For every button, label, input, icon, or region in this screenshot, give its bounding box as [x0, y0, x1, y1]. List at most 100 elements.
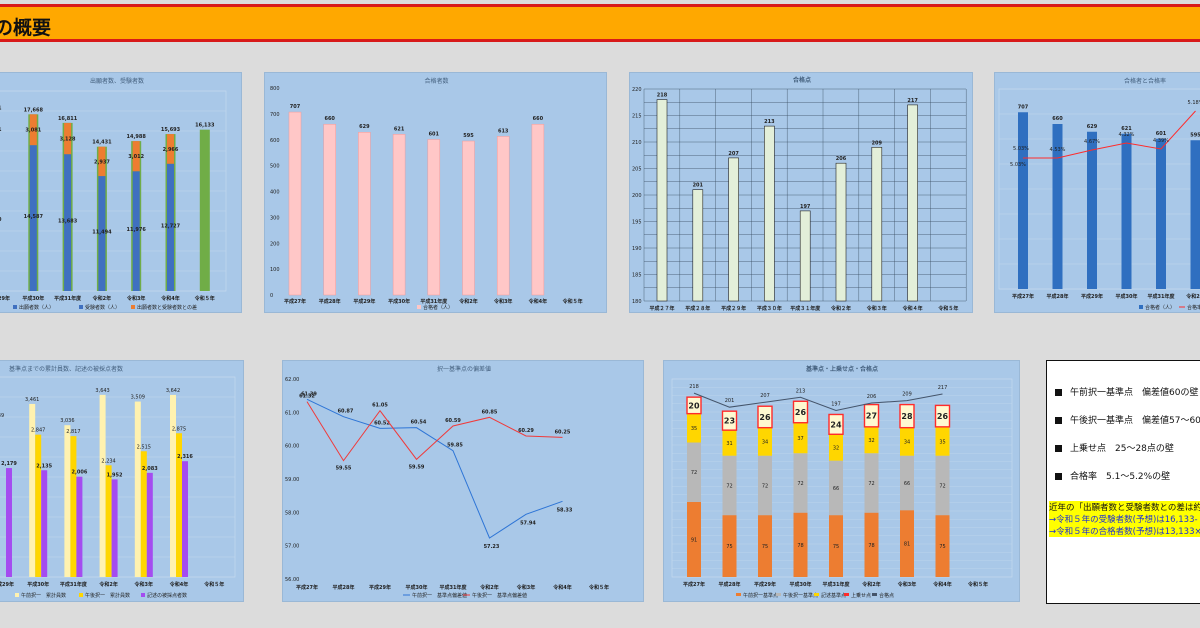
data-label: 59.85 — [447, 443, 463, 449]
bar — [728, 157, 739, 302]
rate-label: 4.67% — [1084, 139, 1100, 145]
bar-label: 851 — [0, 105, 2, 111]
bonus-outline — [721, 410, 738, 431]
bar — [764, 125, 775, 302]
bonus-outline — [686, 396, 702, 415]
stack-segment — [687, 501, 701, 577]
x-tick-label: 平成27年 — [284, 298, 306, 305]
header-banner: の概要 — [0, 4, 1200, 42]
bar-label: 81 — [904, 542, 910, 548]
bar-label: 32 — [868, 438, 874, 444]
bar-label: 1,952 — [107, 472, 123, 478]
bar-examinees — [29, 145, 37, 291]
highlight-line-2: →令和５年の受験者数(予想)は16,133- — [1049, 513, 1200, 525]
data-label: 60.52 — [374, 420, 390, 426]
chart-deviation: 択一基準点の偏差値 56.00 57.00 58.00 59.00 60.00 61.00 6… — [285, 365, 609, 599]
bar — [1052, 124, 1063, 289]
total-label: 218 — [689, 384, 699, 390]
bar-label: 3,012 — [128, 154, 144, 160]
data-label: 59.55 — [336, 466, 352, 472]
data-label: 61.39 — [301, 391, 317, 397]
x-tick-label: 平成28年 — [719, 581, 741, 588]
legend-swatch — [131, 305, 135, 309]
bar-label: 23 — [724, 417, 735, 426]
x-tick-label: 令和５年 — [968, 581, 988, 588]
bar-label: 75 — [762, 544, 768, 550]
x-tick-label: 平成28年 — [333, 584, 355, 591]
legend-swatch — [776, 593, 781, 596]
bar-label: 218 — [657, 93, 668, 99]
stack-segment — [758, 427, 772, 456]
bar-label: 75 — [833, 544, 839, 550]
x-tick-label: 平成31年度 — [54, 295, 82, 302]
total-label: 209 — [902, 392, 912, 398]
bar-label: 28 — [901, 412, 913, 421]
chart-title: 択一基準点の偏差値 — [437, 365, 491, 373]
bar-examinees — [167, 163, 174, 291]
bar-label: 2,515 — [137, 444, 151, 450]
bar-label: 16,811 — [58, 116, 78, 122]
bar-label: 26 — [759, 413, 771, 422]
bar-label: 201 — [693, 183, 704, 189]
bar-afternoon — [140, 451, 147, 577]
data-label: 61.32 — [299, 394, 315, 400]
bar-afternoon — [105, 465, 112, 577]
bullet-icon — [1055, 473, 1062, 480]
x-tick-label: 令和2年 — [480, 584, 498, 591]
legend-swatch — [13, 305, 17, 309]
bar-label: 12,727 — [161, 223, 181, 229]
legend-label: 合格者（人） — [423, 304, 453, 311]
bar-label: 35 — [691, 426, 697, 432]
legend-label: 午後択一 基準点偏差値 — [472, 592, 527, 599]
note-item-2: 午後択一基準点 偏差値57〜60の — [1055, 413, 1200, 426]
x-tick-label: 令和５年 — [589, 584, 609, 591]
bar-label: 3,643 — [95, 388, 109, 394]
bar-label: 20 — [688, 401, 700, 410]
legend-label: 出願者数（人） — [19, 304, 54, 311]
bar-label: 72 — [762, 483, 768, 489]
bar-diff — [29, 114, 37, 146]
bar — [656, 99, 668, 302]
bar-label: 11,976 — [127, 227, 147, 233]
data-label: 57.94 — [520, 520, 536, 526]
bar-written — [41, 470, 48, 577]
y-tick-label: 0 — [270, 293, 273, 299]
legend-label: 合格率 — [1187, 304, 1200, 311]
legend-label: 記述基準点 — [821, 592, 846, 599]
bar-label: 26 — [937, 412, 949, 421]
data-label: 61.05 — [372, 403, 388, 409]
bonus-outline — [863, 403, 880, 428]
stack-segment — [900, 427, 914, 456]
stack-segment — [829, 460, 843, 516]
legend-label: 記述の被採点者数 — [147, 592, 187, 599]
bar-afternoon — [70, 436, 77, 577]
legend-swatch — [736, 593, 741, 596]
bar-label: 2,966 — [163, 147, 179, 153]
y-tick-label: 180 — [632, 299, 642, 305]
legend-swatch — [814, 593, 819, 596]
bar-label: 601 — [1156, 131, 1167, 137]
chart-panel-passers: 合格者数 0 100 200 300 400 500 600 700 800 707 660 629 62… — [264, 72, 607, 313]
legend-swatch — [417, 305, 421, 309]
bar-morning — [170, 394, 176, 577]
bar-label: 17,668 — [24, 107, 44, 113]
x-tick-label: 平成30年 — [22, 295, 44, 302]
legend-label: 出願者数と受験者数との差 — [137, 304, 197, 311]
bar-label: 660 — [1052, 116, 1063, 122]
chart-title: 合格者と合格率 — [1124, 77, 1166, 85]
x-tick-label: 平成28年 — [319, 298, 341, 305]
stack-segment — [758, 515, 772, 577]
bar — [427, 139, 441, 296]
data-label: 60.59 — [445, 418, 461, 424]
x-tick-label: 平成31年度 — [420, 298, 448, 305]
x-tick-label: 平成30年 — [27, 581, 49, 588]
bonus-outline — [757, 405, 773, 429]
bullet-icon — [1055, 445, 1062, 452]
rate-label: 5.03% — [1010, 162, 1026, 168]
x-tick-label: 令和4年 — [553, 584, 571, 591]
bar — [288, 111, 302, 296]
y-tick-label: 700 — [270, 112, 280, 118]
bar-label: 35 — [939, 439, 945, 445]
legend-label: 午後択一基準点 — [783, 592, 818, 599]
x-tick-label: 令和3年 — [898, 581, 916, 588]
